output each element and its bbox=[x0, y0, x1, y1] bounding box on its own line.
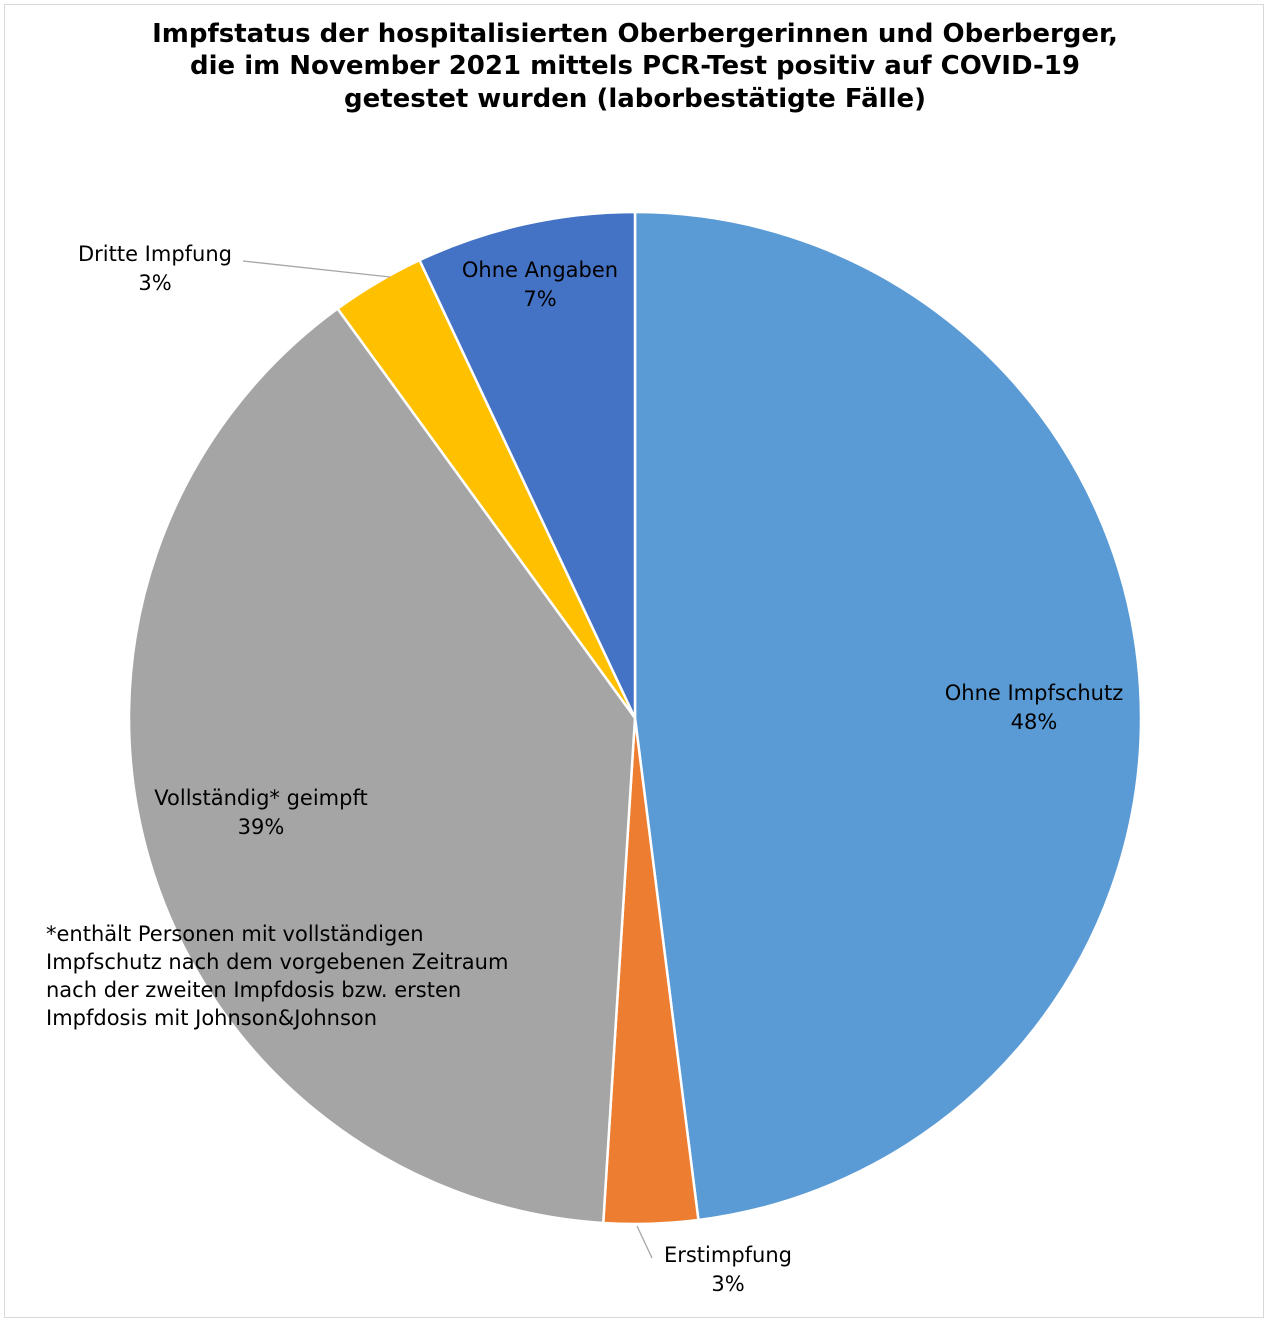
slice-label-dritte-impfung: Dritte Impfung bbox=[78, 242, 232, 266]
pie-slices bbox=[127, 210, 1143, 1226]
chart-title-line-2: die im November 2021 mittels PCR-Test po… bbox=[190, 51, 1080, 81]
chart-title-line-1: Impfstatus der hospitalisierten Oberberg… bbox=[152, 19, 1118, 49]
leader-line-dritte-impfung bbox=[242, 260, 391, 278]
footnote-line-1: *enthält Personen mit vollständigen bbox=[46, 922, 424, 946]
slice-label-vollstaendig-geimpft: Vollständig* geimpft bbox=[154, 786, 367, 810]
slice-value-vollstaendig-geimpft: 39% bbox=[238, 815, 285, 839]
slice-value-erstimpfung: 3% bbox=[711, 1272, 744, 1296]
footnote-line-4: Impfdosis mit Johnson&Johnson bbox=[46, 1006, 378, 1030]
leader-line-erstimpfung bbox=[636, 1225, 653, 1259]
slice-value-ohne-impfschutz: 48% bbox=[1011, 710, 1058, 734]
slice-labels: Ohne Impfschutz 48% Erstimpfung 3% Volls… bbox=[78, 242, 1123, 1296]
slice-label-ohne-angaben: Ohne Angaben bbox=[462, 258, 618, 282]
slice-label-ohne-impfschutz: Ohne Impfschutz bbox=[945, 681, 1123, 705]
slice-label-erstimpfung: Erstimpfung bbox=[664, 1243, 792, 1267]
chart-title-line-3: getestet wurden (laborbestätigte Fälle) bbox=[343, 84, 926, 114]
footnote: *enthält Personen mit vollständigen Impf… bbox=[46, 920, 586, 1032]
pie-slice-ohne-impfschutz bbox=[633, 210, 1143, 1222]
slice-value-dritte-impfung: 3% bbox=[138, 271, 171, 295]
leader-lines bbox=[242, 260, 653, 1259]
pie-slice-ohne-angaben bbox=[418, 210, 637, 720]
footnote-line-3: nach der zweiten Impfdosis bzw. ersten bbox=[46, 978, 462, 1002]
slice-value-ohne-angaben: 7% bbox=[523, 287, 556, 311]
footnote-line-2: Impfschutz nach dem vorgebenen Zeitraum bbox=[46, 950, 509, 974]
pie-slice-vollständig-geimpft bbox=[127, 307, 637, 1225]
